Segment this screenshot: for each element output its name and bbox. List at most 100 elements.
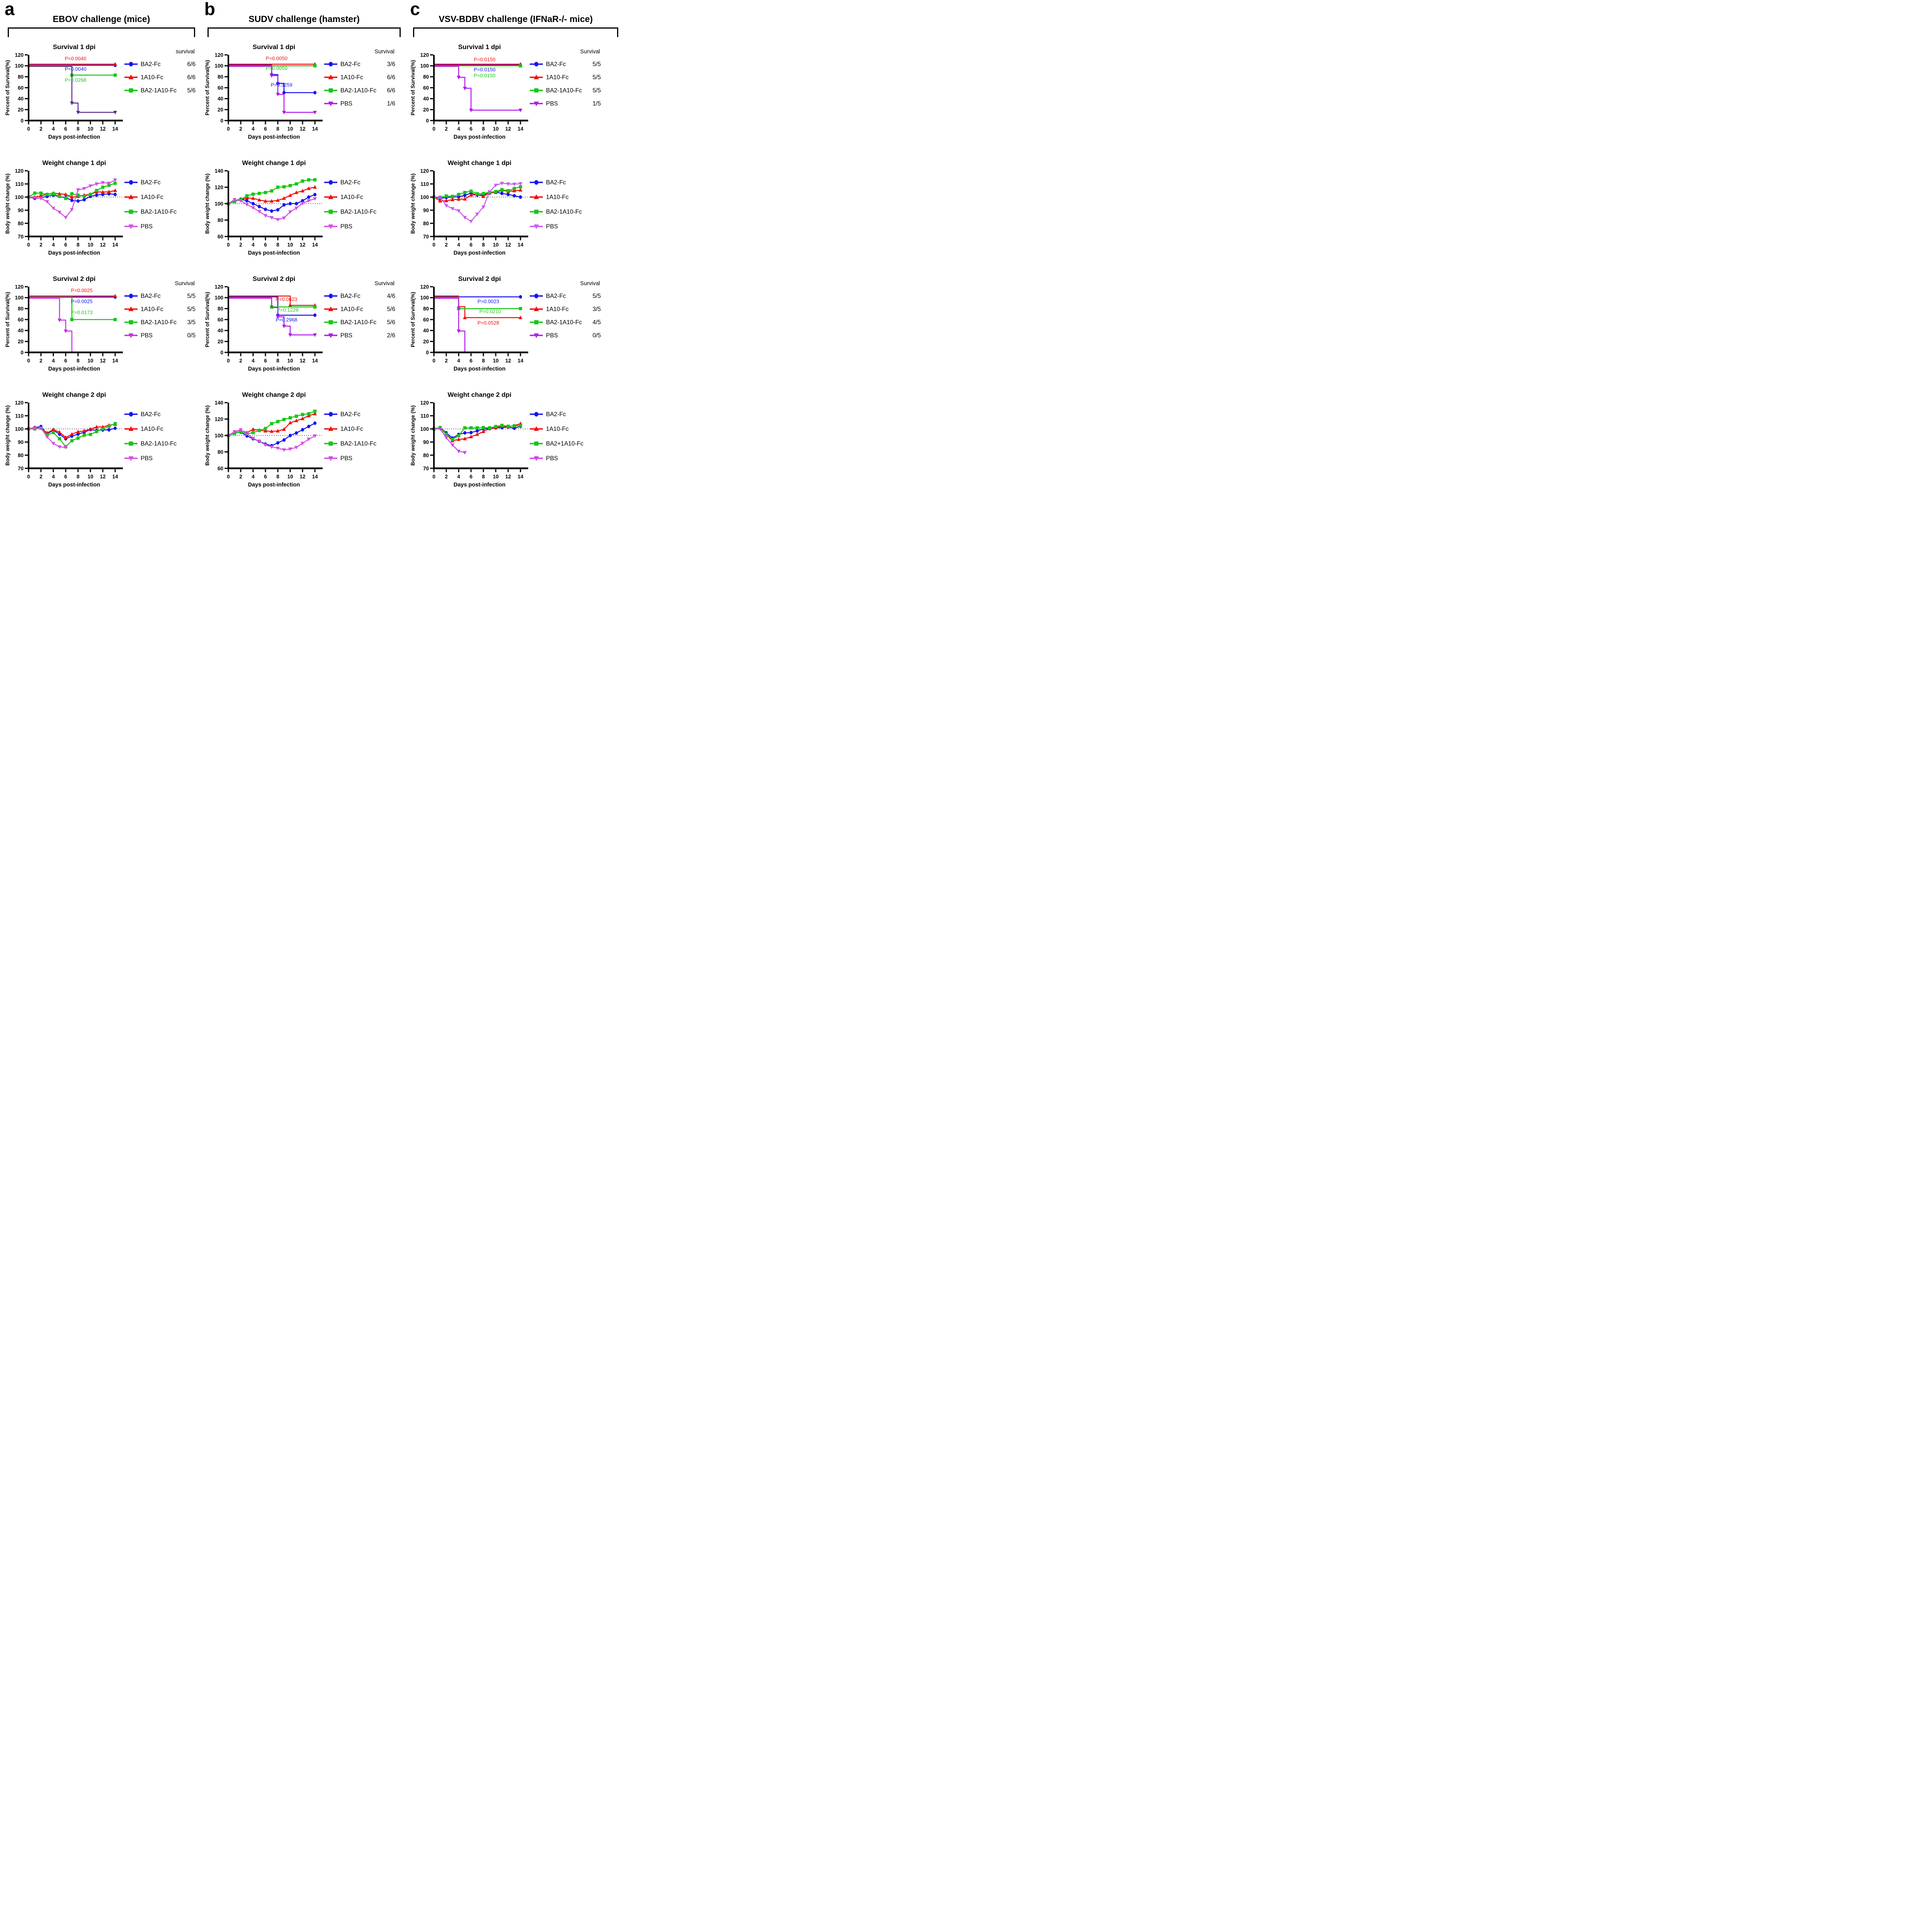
figure: a EBOV challenge (mice) Survival 1 dpi 0 2… xyxy=(0,0,626,508)
p-value-labels: P=0.0623 P=0.1228 P=0.2968 xyxy=(276,296,298,323)
legend: BA2-Fc 1A10-Fc BA2-1A10-Fc PBS xyxy=(324,411,376,462)
svg-text:BA2-Fc: BA2-Fc xyxy=(141,411,161,418)
svg-text:1A10-Fc: 1A10-Fc xyxy=(340,74,363,81)
svg-text:P=0.0150: P=0.0150 xyxy=(474,56,496,62)
svg-text:0: 0 xyxy=(227,358,230,364)
svg-text:Survival 2 dpi: Survival 2 dpi xyxy=(53,275,96,282)
plot-area xyxy=(228,295,317,337)
svg-text:4: 4 xyxy=(52,242,55,248)
svg-text:14: 14 xyxy=(518,242,524,248)
svg-text:120: 120 xyxy=(420,400,429,406)
svg-text:PBS: PBS xyxy=(340,332,352,339)
svg-text:0/5: 0/5 xyxy=(593,332,601,339)
svg-text:Survival 1 dpi: Survival 1 dpi xyxy=(458,43,501,51)
svg-text:2: 2 xyxy=(239,358,242,364)
plot-area xyxy=(432,422,528,455)
svg-text:Percent of Survival(%): Percent of Survival(%) xyxy=(5,60,10,115)
svg-text:80: 80 xyxy=(218,449,223,455)
svg-text:8: 8 xyxy=(77,358,80,364)
svg-text:1A10-Fc: 1A10-Fc xyxy=(546,194,569,201)
p-value-labels: P=0.0023 P=0.0210 P=0.0528 xyxy=(478,299,501,326)
svg-text:P=0.0025: P=0.0025 xyxy=(71,299,93,304)
svg-text:Days post-infection: Days post-infection xyxy=(248,134,300,140)
svg-text:P=0.0150: P=0.0150 xyxy=(474,73,496,78)
svg-text:PBS: PBS xyxy=(340,455,352,462)
p-value-labels: P=0.0040 P=0.0040 P=0.0268 xyxy=(65,56,87,83)
axes: 0 20 40 60 80 100 120 0 2 4 6 8 10 12 14 Days post-infe… xyxy=(204,52,323,140)
svg-text:0: 0 xyxy=(27,242,30,248)
svg-text:Weight change 1 dpi: Weight change 1 dpi xyxy=(242,159,306,167)
svg-text:0: 0 xyxy=(27,358,30,364)
svg-text:Survival 2 dpi: Survival 2 dpi xyxy=(252,275,295,282)
svg-text:14: 14 xyxy=(518,474,524,480)
svg-text:80: 80 xyxy=(423,306,429,311)
svg-text:14: 14 xyxy=(312,126,318,132)
chart-a-survival-1dpi: Survival 1 dpi 0 20 40 60 80 100 120 0 2 4 6 8 10 12 14… xyxy=(5,43,196,140)
svg-text:120: 120 xyxy=(214,284,223,290)
svg-text:Percent of Survival(%): Percent of Survival(%) xyxy=(204,292,210,347)
svg-text:40: 40 xyxy=(218,328,223,333)
svg-text:70: 70 xyxy=(423,466,429,471)
svg-text:P=0.2968: P=0.2968 xyxy=(276,317,297,323)
legend: BA2-Fc 1A10-Fc BA2-1A10-Fc PBS xyxy=(324,179,376,230)
svg-text:4: 4 xyxy=(252,126,255,132)
axes: 60 80 100 120 140 0 2 4 6 8 10 12 14 Days post-infect… xyxy=(204,400,323,488)
chart-title: Weight change 2 dpi xyxy=(242,391,306,398)
svg-text:1A10-Fc: 1A10-Fc xyxy=(546,74,569,81)
svg-text:0: 0 xyxy=(433,126,436,132)
svg-text:70: 70 xyxy=(423,234,429,240)
svg-text:Days post-infection: Days post-infection xyxy=(248,250,300,256)
legend: BA2-Fc 1A10-Fc BA2-1A10-Fc PBS xyxy=(530,179,582,230)
svg-text:110: 110 xyxy=(421,181,429,187)
svg-text:6: 6 xyxy=(470,242,473,248)
svg-text:BA2-Fc: BA2-Fc xyxy=(546,179,566,186)
svg-text:90: 90 xyxy=(423,207,429,213)
svg-text:70: 70 xyxy=(18,234,24,240)
plot-area xyxy=(27,422,122,449)
svg-text:80: 80 xyxy=(423,74,429,80)
chart-a-survival-2dpi: Survival 2 dpi 0 20 40 60 80 100 120 0 2 4 6 8 10 12 14… xyxy=(5,275,196,372)
svg-text:0: 0 xyxy=(27,126,30,132)
svg-text:6: 6 xyxy=(264,126,267,132)
svg-text:10: 10 xyxy=(87,358,93,364)
svg-text:100: 100 xyxy=(15,295,24,301)
svg-text:100: 100 xyxy=(214,295,223,301)
svg-text:110: 110 xyxy=(15,181,24,187)
svg-text:10: 10 xyxy=(493,242,499,248)
svg-text:1A10-Fc: 1A10-Fc xyxy=(546,306,569,313)
panel-b: b SUDV challenge (hamster) Survival 1 dp… xyxy=(204,0,405,505)
svg-text:BA2-1A10-Fc: BA2-1A10-Fc xyxy=(340,209,376,215)
svg-text:1A10-Fc: 1A10-Fc xyxy=(340,426,363,432)
svg-text:Survival: Survival xyxy=(580,281,600,287)
svg-text:1A10-Fc: 1A10-Fc xyxy=(546,426,569,432)
series-line xyxy=(228,296,315,316)
svg-text:110: 110 xyxy=(421,413,429,419)
svg-text:Days post-infection: Days post-infection xyxy=(48,250,100,256)
svg-text:10: 10 xyxy=(493,358,499,364)
svg-text:1A10-Fc: 1A10-Fc xyxy=(340,306,363,313)
svg-text:6: 6 xyxy=(470,126,473,132)
svg-text:BA2-1A10-Fc: BA2-1A10-Fc xyxy=(546,319,582,326)
svg-text:BA2-Fc: BA2-Fc xyxy=(340,61,361,68)
svg-text:2: 2 xyxy=(445,242,448,248)
svg-text:Body weight change (%): Body weight change (%) xyxy=(5,173,10,234)
svg-text:P=0.0210: P=0.0210 xyxy=(480,309,501,315)
svg-text:8: 8 xyxy=(482,242,485,248)
svg-text:3/6: 3/6 xyxy=(387,61,395,68)
svg-text:10: 10 xyxy=(287,358,293,364)
svg-text:40: 40 xyxy=(423,328,429,333)
axes: 0 20 40 60 80 100 120 0 2 4 6 8 10 12 14 Days post-infe… xyxy=(5,284,123,372)
svg-text:1A10-Fc: 1A10-Fc xyxy=(141,306,163,313)
svg-text:PBS: PBS xyxy=(546,332,558,339)
svg-text:20: 20 xyxy=(218,338,223,344)
axes: 70 80 90 100 110 120 0 2 4 6 8 10 12 14 Days post-infe… xyxy=(5,400,123,488)
svg-text:12: 12 xyxy=(100,474,105,480)
series-line xyxy=(29,298,73,352)
svg-text:4: 4 xyxy=(457,358,461,364)
svg-text:60: 60 xyxy=(218,466,223,471)
svg-text:4: 4 xyxy=(457,242,461,248)
svg-text:100: 100 xyxy=(15,426,24,432)
plot-area xyxy=(228,62,317,115)
svg-text:P=0.0173: P=0.0173 xyxy=(71,310,93,315)
svg-text:12: 12 xyxy=(505,358,511,364)
